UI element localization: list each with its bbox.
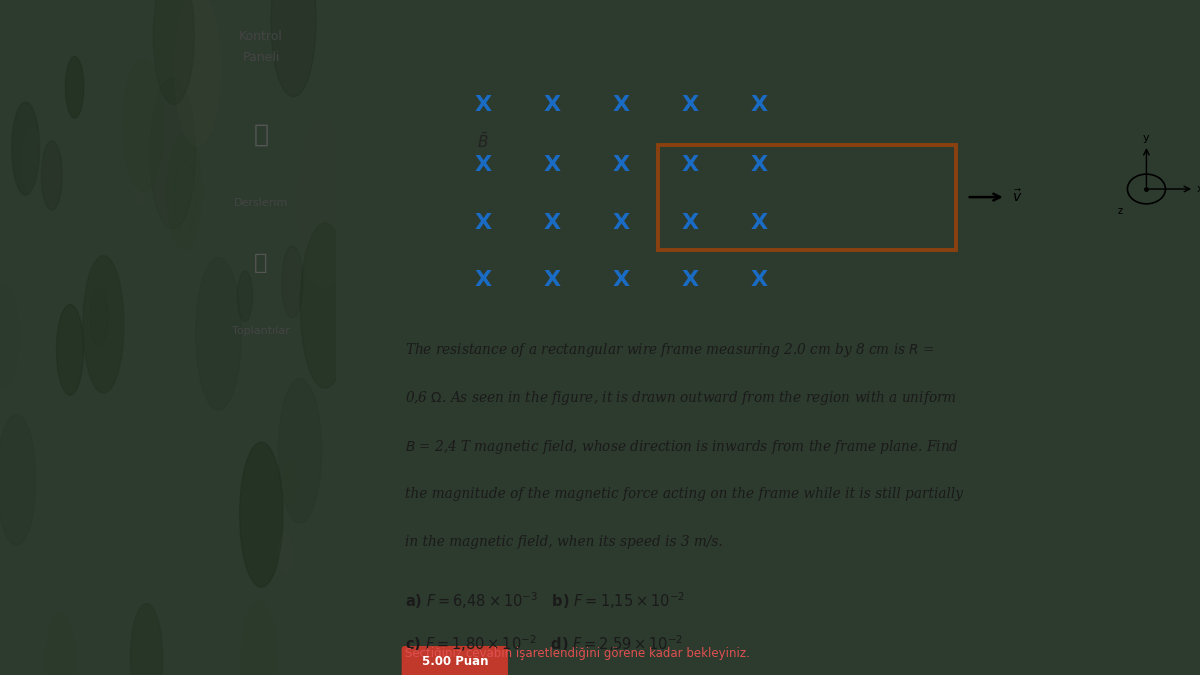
Ellipse shape [0,286,18,387]
Text: X: X [612,95,630,115]
Ellipse shape [174,161,196,234]
Text: X: X [751,155,768,176]
Ellipse shape [46,614,74,675]
Text: $B$ = 2,4 T magnetic field, whose direction is inwards from the frame plane. Fin: $B$ = 2,4 T magnetic field, whose direct… [406,438,959,456]
Ellipse shape [278,379,322,523]
Ellipse shape [174,0,221,146]
Text: Kontrol: Kontrol [239,30,283,43]
Text: Derslerim: Derslerim [234,198,288,207]
Text: 🎓: 🎓 [253,123,269,147]
Text: X: X [751,95,768,115]
Text: X: X [544,213,560,233]
Ellipse shape [298,119,348,287]
Text: 5.00 Puan: 5.00 Puan [422,655,488,668]
FancyBboxPatch shape [402,646,508,675]
Text: X: X [682,155,698,176]
Text: y: y [1144,133,1150,143]
Text: X: X [682,270,698,290]
Text: $\mathbf{c)}\ F = 1{,}80 \times 10^{-2}$$\quad \mathbf{d)}\ F = 2{,}59 \times 10: $\mathbf{c)}\ F = 1{,}80 \times 10^{-2}$… [406,633,684,654]
Ellipse shape [90,287,108,347]
Ellipse shape [240,442,283,587]
Text: in the magnetic field, when its speed is 3 m/s.: in the magnetic field, when its speed is… [406,535,722,549]
Text: X: X [751,213,768,233]
Text: X: X [474,213,492,233]
Text: X: X [474,95,492,115]
Text: Toplantılar: Toplantılar [232,326,290,335]
Ellipse shape [131,603,163,675]
Text: X: X [544,270,560,290]
Text: X: X [612,213,630,233]
Ellipse shape [196,258,241,410]
Ellipse shape [241,601,277,675]
Ellipse shape [150,78,196,229]
Text: X: X [544,155,560,176]
Text: Seçtiğiniz cevabın işaretlendiğini görene kadar bekleyiniz.: Seçtiğiniz cevabın işaretlendiğini gören… [406,647,750,660]
Ellipse shape [56,304,84,395]
Ellipse shape [83,256,124,393]
Text: X: X [612,155,630,176]
Text: $\vec{v}$: $\vec{v}$ [1012,189,1022,205]
Ellipse shape [42,141,62,210]
Ellipse shape [12,102,40,195]
Text: z: z [1117,206,1122,216]
Ellipse shape [136,172,145,206]
Text: x: x [1196,184,1200,194]
Ellipse shape [283,461,296,504]
Ellipse shape [65,57,84,118]
Text: the magnitude of the magnetic force acting on the frame while it is still partia: the magnitude of the magnetic force acti… [406,487,964,501]
Ellipse shape [238,271,252,321]
Text: X: X [682,213,698,233]
Text: X: X [751,270,768,290]
Ellipse shape [124,59,163,192]
Text: $\mathbf{a)}\ F = 6{,}48 \times 10^{-3}$$\quad \mathbf{b)}\ F = 1{,}15 \times 10: $\mathbf{a)}\ F = 6{,}48 \times 10^{-3}$… [406,591,685,612]
Ellipse shape [280,534,292,575]
Text: Paneli: Paneli [242,51,280,63]
Ellipse shape [59,268,91,376]
Text: The resistance of a rectangular wire frame measuring 2.0 cm by 8 cm is $R$ =: The resistance of a rectangular wire fra… [406,341,935,359]
Text: X: X [474,270,492,290]
Ellipse shape [300,223,349,388]
Ellipse shape [271,0,316,97]
Ellipse shape [154,0,194,105]
Ellipse shape [167,135,202,250]
Text: 🖥: 🖥 [254,253,268,273]
Text: X: X [612,270,630,290]
Bar [659,145,956,250]
Text: X: X [474,155,492,176]
Ellipse shape [0,414,36,545]
Text: X: X [682,95,698,115]
Ellipse shape [282,246,304,318]
Text: 0,6 $\Omega$. As seen in the figure, it is drawn outward from the region with a : 0,6 $\Omega$. As seen in the figure, it … [406,389,956,408]
Text: X: X [544,95,560,115]
Text: $\bar{B}$: $\bar{B}$ [478,132,488,151]
Ellipse shape [23,128,43,194]
